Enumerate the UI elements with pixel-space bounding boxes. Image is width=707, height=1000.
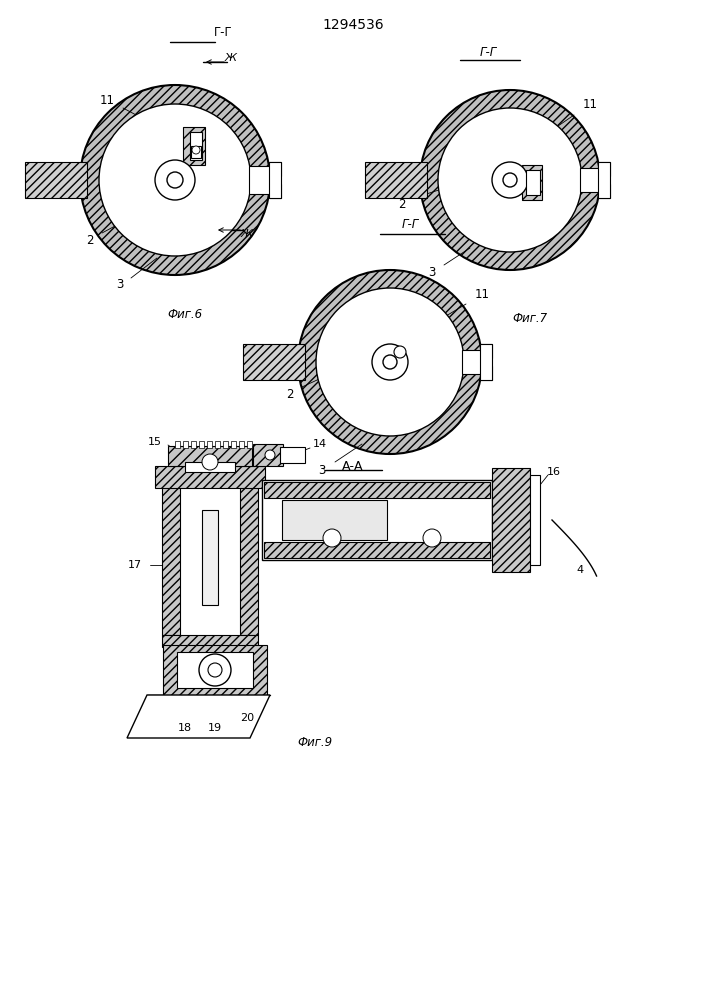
Bar [185,462,235,472]
Text: 2: 2 [286,387,293,400]
Bar [162,480,180,635]
Circle shape [492,162,528,198]
Circle shape [298,270,482,454]
Bar [240,480,258,635]
Circle shape [394,346,406,358]
Bar [239,441,244,448]
Bar [598,184,610,198]
Circle shape [372,344,408,380]
Bar [269,184,281,198]
Text: 3: 3 [428,265,436,278]
Bar [262,480,492,560]
Circle shape [199,654,231,686]
Bar [264,482,490,498]
Text: 4: 4 [576,565,583,575]
Bar [280,447,305,463]
Text: Фиг.6: Фиг.6 [168,308,203,322]
Bar [215,441,220,448]
Bar [247,441,252,448]
Bar [25,162,87,198]
Bar [175,441,180,448]
Polygon shape [127,695,270,738]
Bar [580,168,600,192]
Text: 16: 16 [547,467,561,477]
Text: А-А: А-А [342,460,363,473]
Text: 3: 3 [117,278,124,292]
Bar [269,162,281,198]
Bar [223,441,228,448]
Circle shape [420,90,600,270]
Circle shape [438,108,582,252]
Bar [365,162,427,198]
Circle shape [155,160,195,200]
Bar [155,466,265,488]
Text: 3: 3 [318,464,326,477]
Bar [522,165,542,200]
Bar [269,162,281,176]
Bar [480,344,492,358]
Circle shape [167,172,183,188]
Bar [190,132,202,160]
Text: 1294536: 1294536 [322,18,384,32]
Circle shape [99,104,251,256]
Text: 11: 11 [100,94,115,106]
Text: 20: 20 [240,713,254,723]
Circle shape [316,288,464,436]
Bar [492,468,530,572]
Circle shape [503,173,517,187]
Bar [183,127,205,165]
Text: Фиг.8: Фиг.8 [382,504,418,516]
Text: 11: 11 [474,288,489,300]
Circle shape [208,663,222,677]
Bar [598,162,610,176]
Circle shape [323,529,341,547]
Text: Г-Г: Г-Г [402,218,419,231]
Circle shape [80,85,270,275]
Bar [199,441,204,448]
Bar [231,441,236,448]
Bar [253,444,283,466]
Text: Ж: Ж [225,53,237,63]
Text: Фиг.9: Фиг.9 [298,736,332,750]
Text: 17: 17 [128,560,142,570]
Bar [162,635,258,647]
Bar [598,162,610,198]
Text: 2: 2 [398,198,406,212]
Text: 11: 11 [583,99,597,111]
Circle shape [265,450,275,460]
Bar [249,166,271,194]
Bar [462,350,482,374]
Bar [168,446,252,466]
Bar [526,170,540,195]
Bar [282,500,387,540]
Text: Г-Г: Г-Г [479,45,496,58]
Circle shape [383,355,397,369]
Bar [191,146,201,158]
Bar [177,652,253,688]
Text: 15: 15 [148,437,162,447]
Bar [202,510,218,605]
Bar [191,441,196,448]
Circle shape [192,146,200,154]
Bar [480,366,492,380]
Bar [264,542,490,558]
Bar [243,344,305,380]
Bar [183,441,188,448]
Text: Г-Г: Г-Г [214,26,233,39]
Bar [207,441,212,448]
Circle shape [423,529,441,547]
Circle shape [202,454,218,470]
Text: 2: 2 [86,233,94,246]
Bar [480,344,492,380]
Text: 18: 18 [178,723,192,733]
Bar [530,475,540,565]
Text: 14: 14 [313,439,327,449]
Text: Ж: Ж [241,229,253,239]
Text: 19: 19 [208,723,222,733]
Text: Фиг.7: Фиг.7 [513,312,547,324]
Bar [163,645,267,695]
